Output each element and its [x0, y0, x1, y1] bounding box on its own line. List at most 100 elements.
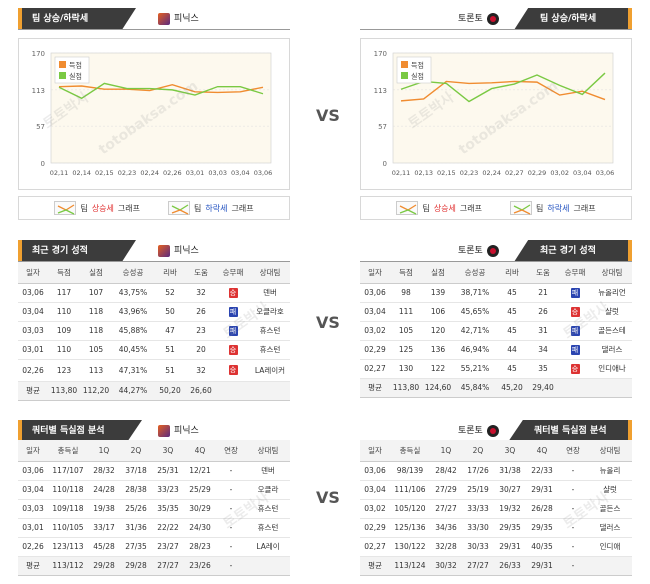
table-row: 03,04 110/118 24/28 28/38 33/23 25/29- 오클라	[18, 480, 290, 500]
table-cell: 27/35	[120, 537, 152, 557]
table-cell: 03,02	[360, 499, 390, 519]
phoenix-logo-icon	[158, 13, 170, 25]
graph-legend-icon	[510, 201, 532, 215]
average-cell: 27/27	[462, 556, 494, 576]
column-header: 상대팀	[588, 440, 632, 462]
table-cell: 37/18	[120, 461, 152, 481]
average-cell: 50,20	[154, 381, 186, 401]
column-header: 일자	[360, 440, 390, 462]
section-title: 최근 경기 성적	[514, 240, 632, 262]
date-cell: 03,04	[18, 302, 48, 322]
column-header: 도움	[186, 262, 216, 284]
table-cell: 인디애	[588, 537, 632, 557]
table-cell: 27/29	[430, 480, 462, 500]
legend-up: 팀 상승세 그래프	[396, 201, 482, 215]
average-cell: 23/26	[184, 556, 216, 576]
table-cell: 27/27	[430, 499, 462, 519]
opponent-cell: LA레이커	[250, 359, 290, 382]
ast-cell: 31	[528, 321, 558, 341]
score-cell: 110	[48, 340, 80, 360]
column-header: 승성공	[112, 262, 154, 284]
table-cell: 30/27	[494, 480, 526, 500]
pct-cell: 43,96%	[112, 302, 154, 322]
phoenix-logo-icon	[158, 425, 170, 437]
table-cell: 02,29	[360, 518, 390, 538]
table-cell: 03,06	[18, 461, 48, 481]
column-header: 승성공	[454, 262, 496, 284]
date-cell: 03,06	[18, 283, 48, 303]
reb-cell: 45	[496, 302, 528, 322]
table-cell: LA레이	[246, 537, 290, 557]
table-cell: 31/36	[120, 518, 152, 538]
table-cell: 105/120	[390, 499, 430, 519]
reb-cell: 51	[154, 359, 186, 382]
pct-cell: 45,65%	[454, 302, 496, 322]
opponent-cell: 인디애나	[592, 359, 632, 379]
x-tick-label: 03,04	[231, 169, 250, 177]
average-cell	[246, 556, 290, 576]
graph-legend-icon	[396, 201, 419, 215]
table-row: 03,06 98/139 28/42 17/26 31/38 22/33- 뉴올리	[360, 461, 632, 481]
column-header: 승무패	[558, 262, 592, 284]
opponent-cell: 댈러스	[592, 340, 632, 360]
vs-label: VS	[316, 106, 340, 125]
legend-down: 팀 하락세 그래프	[168, 201, 254, 215]
column-header: 득점	[48, 262, 80, 284]
win-badge: 승	[228, 365, 238, 375]
table-cell: 98/139	[390, 461, 430, 481]
table-cell: 109/118	[48, 499, 88, 519]
ast-cell: 26	[186, 302, 216, 322]
win-badge: 승	[570, 306, 580, 317]
score-cell: 130	[390, 359, 422, 379]
y-tick-label: 57	[378, 123, 387, 131]
left-trend-legend: 팀 상승세 그래프 팀 하락세 그래프	[18, 196, 290, 220]
x-tick-label: 02,24	[482, 169, 501, 177]
series-line-score	[58, 83, 264, 94]
right-quarter-table: 일자 총득실 1Q 2Q 3Q 4Q 연장 상대팀 03,06 98/139 28/42 17/26 3…	[360, 440, 632, 576]
table-cell: 19/32	[494, 499, 526, 519]
left-trend-title: 팀 상승/하락세 피닉스	[18, 8, 290, 30]
y-tick-label: 170	[32, 50, 45, 58]
date-cell: 03,03	[18, 321, 48, 341]
y-tick-label: 113	[374, 87, 387, 95]
team-label: 피닉스	[158, 420, 199, 442]
table-cell: 110/118	[48, 480, 88, 500]
table-cell: 123/113	[48, 537, 88, 557]
table-cell: 뉴올리	[588, 461, 632, 481]
date-cell: 03,02	[360, 321, 390, 341]
column-header: 1Q	[430, 440, 462, 462]
opponent-cell: 덴버	[250, 283, 290, 303]
team-name: 토론토	[458, 14, 483, 24]
table-cell: 02,26	[18, 537, 48, 557]
legend-label: 실점	[411, 72, 424, 81]
table-cell: 117/107	[48, 461, 88, 481]
table-cell: -	[558, 499, 588, 519]
right-trend-panel: 토론토 팀 상승/하락세 0 57 113 170 02,11 02,13 02,15 02,…	[360, 8, 632, 220]
table-cell: 댈러스	[588, 518, 632, 538]
date-cell: 02,29	[360, 340, 390, 360]
score-cell: 105	[390, 321, 422, 341]
table-cell: -	[216, 480, 246, 500]
column-header: 연장	[558, 440, 588, 462]
table-cell: 휴스턴	[246, 518, 290, 538]
column-header: 리바	[496, 262, 528, 284]
average-cell: 27/27	[152, 556, 184, 576]
x-tick-label: 02,14	[72, 169, 91, 177]
column-header: 총득실	[48, 440, 88, 462]
table-row: 03,06 117/107 28/32 37/18 25/31 12/21- 덴버	[18, 461, 290, 481]
table-cell: 17/26	[462, 461, 494, 481]
raptors-logo-icon	[486, 425, 499, 437]
result-cell: 승	[216, 359, 250, 382]
series-line-allowed	[58, 82, 264, 100]
average-cell: 112,20	[80, 381, 112, 401]
reb-cell: 45	[496, 283, 528, 303]
loss-badge: 패	[228, 325, 238, 336]
x-tick-label: 02,29	[528, 169, 547, 177]
team-label: 토론토	[458, 8, 499, 30]
table-row: 03,03 109 118 45,88% 47 23 패 휴스턴	[18, 321, 290, 341]
section-title: 최근 경기 성적	[18, 240, 136, 262]
table-cell: 45/28	[88, 537, 120, 557]
right-quarter-panel: 토론토 쿼터별 득실점 분석	[360, 420, 632, 442]
x-tick-label: 03,06	[596, 169, 615, 177]
allowed-cell: 106	[422, 302, 454, 322]
